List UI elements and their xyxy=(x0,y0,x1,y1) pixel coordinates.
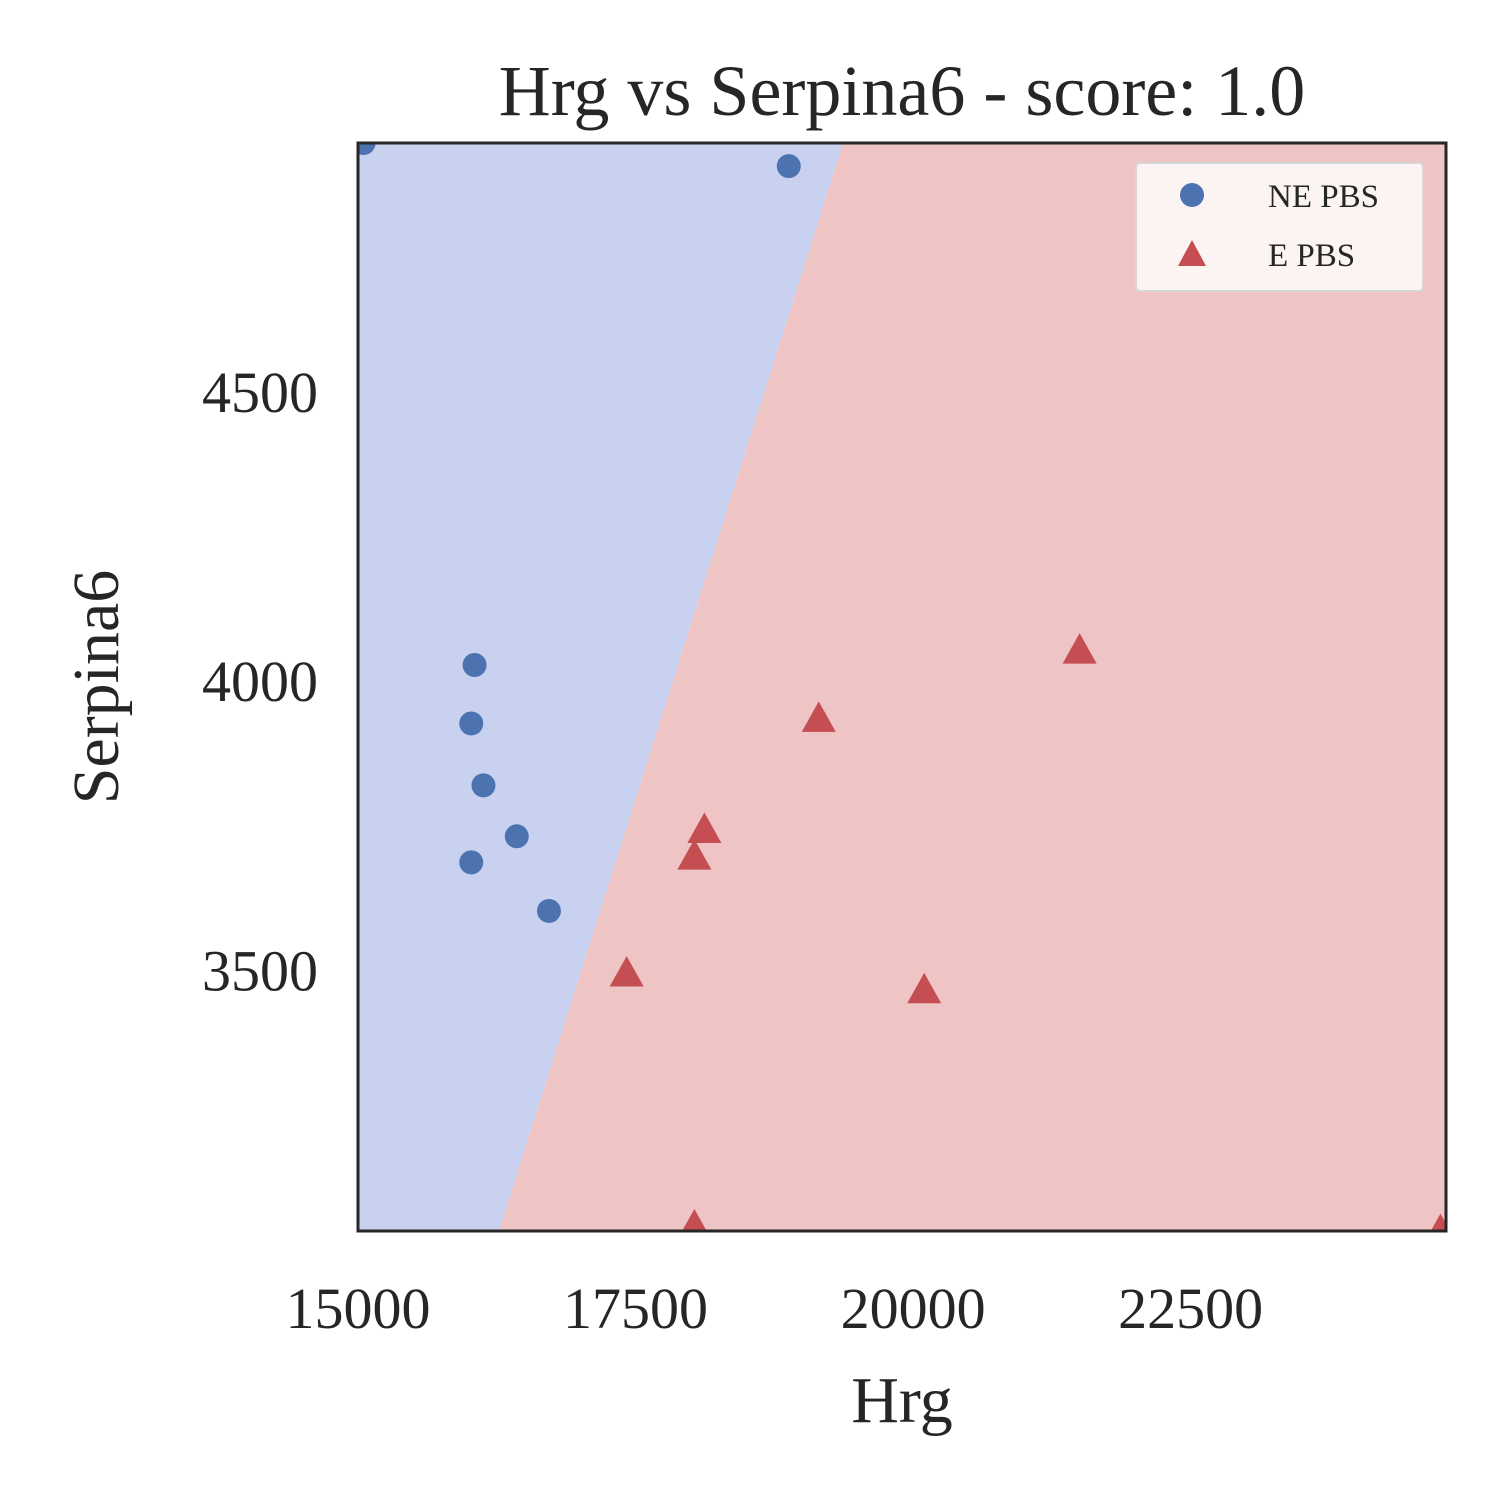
chart-title: Hrg vs Serpina6 - score: 1.0 xyxy=(499,51,1306,131)
point-e-pbs xyxy=(801,701,836,732)
region-e-pbs xyxy=(498,143,1446,1231)
point-ne-pbs xyxy=(459,850,484,875)
point-ne-pbs xyxy=(358,143,376,155)
point-e-pbs xyxy=(609,956,644,987)
x-axis-ticks: 15000 17500 20000 22500 xyxy=(286,1276,1264,1341)
legend-label-e-pbs: E PBS xyxy=(1268,238,1355,274)
y-tick-label: 4000 xyxy=(202,649,318,714)
legend-box xyxy=(1135,162,1424,292)
point-ne-pbs xyxy=(504,824,529,849)
point-ne-pbs xyxy=(471,773,496,798)
legend-marker-e-pbs xyxy=(1178,240,1206,266)
region-ne-pbs xyxy=(358,143,844,1231)
x-tick-label: 17500 xyxy=(563,1276,708,1341)
x-tick-label: 22500 xyxy=(1118,1276,1263,1341)
legend-label-ne-pbs: NE PBS xyxy=(1268,179,1379,215)
point-e-pbs xyxy=(907,972,942,1004)
x-tick-label: 15000 xyxy=(286,1276,431,1341)
point-ne-pbs xyxy=(462,653,487,678)
y-axis-label: Serpina6 xyxy=(60,570,133,805)
point-e-pbs xyxy=(677,839,712,870)
point-e-pbs xyxy=(1062,633,1097,664)
x-tick-label: 20000 xyxy=(841,1276,986,1341)
y-tick-label: 3500 xyxy=(202,939,318,1004)
point-ne-pbs xyxy=(776,154,801,179)
point-ne-pbs xyxy=(459,711,484,736)
point-e-pbs xyxy=(687,812,722,843)
y-tick-label: 4500 xyxy=(202,360,318,425)
x-axis-label: Hrg xyxy=(851,1364,952,1437)
y-axis-ticks: 3500 4000 4500 xyxy=(202,360,318,1004)
plot-frame xyxy=(356,141,1448,1233)
point-e-pbs xyxy=(682,1208,707,1231)
plot-area xyxy=(356,141,1448,1233)
markers xyxy=(358,143,1446,1231)
legend-marker-ne-pbs xyxy=(1180,183,1204,207)
point-e-pbs xyxy=(1430,1213,1446,1231)
legend: NE PBS E PBS xyxy=(1135,162,1424,292)
point-ne-pbs xyxy=(536,898,561,923)
